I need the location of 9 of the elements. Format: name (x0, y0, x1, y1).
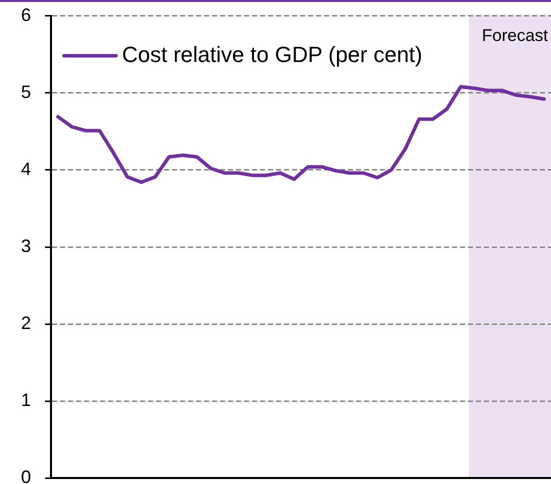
y-tick-label: 4 (20, 158, 31, 179)
y-tick-label: 6 (20, 4, 31, 25)
legend-label: Cost relative to GDP (per cent) (122, 42, 422, 67)
y-tick-label: 1 (20, 390, 31, 410)
y-tick-label: 3 (20, 236, 31, 256)
annotation: Forecast (482, 26, 548, 45)
y-tick-label: 0 (20, 467, 31, 484)
y-tick-label: 5 (20, 82, 31, 102)
y-tick-label: 2 (20, 313, 31, 334)
